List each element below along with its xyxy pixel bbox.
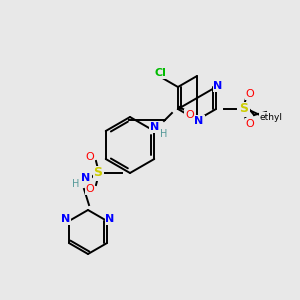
Text: H: H (72, 179, 80, 189)
Text: N: N (105, 214, 115, 224)
Text: N: N (150, 122, 160, 132)
Text: O: O (246, 89, 254, 99)
Text: N: N (81, 173, 91, 183)
Text: N: N (213, 81, 223, 91)
Text: O: O (85, 152, 94, 162)
Text: S: S (240, 103, 249, 116)
Text: N: N (61, 214, 70, 224)
Text: Cl: Cl (154, 68, 166, 78)
Text: ethyl: ethyl (260, 112, 283, 122)
Text: O: O (185, 110, 194, 120)
Text: O: O (246, 119, 254, 129)
Text: S: S (94, 167, 103, 179)
Text: N: N (194, 116, 204, 126)
Text: H: H (160, 129, 168, 139)
Text: O: O (85, 184, 94, 194)
